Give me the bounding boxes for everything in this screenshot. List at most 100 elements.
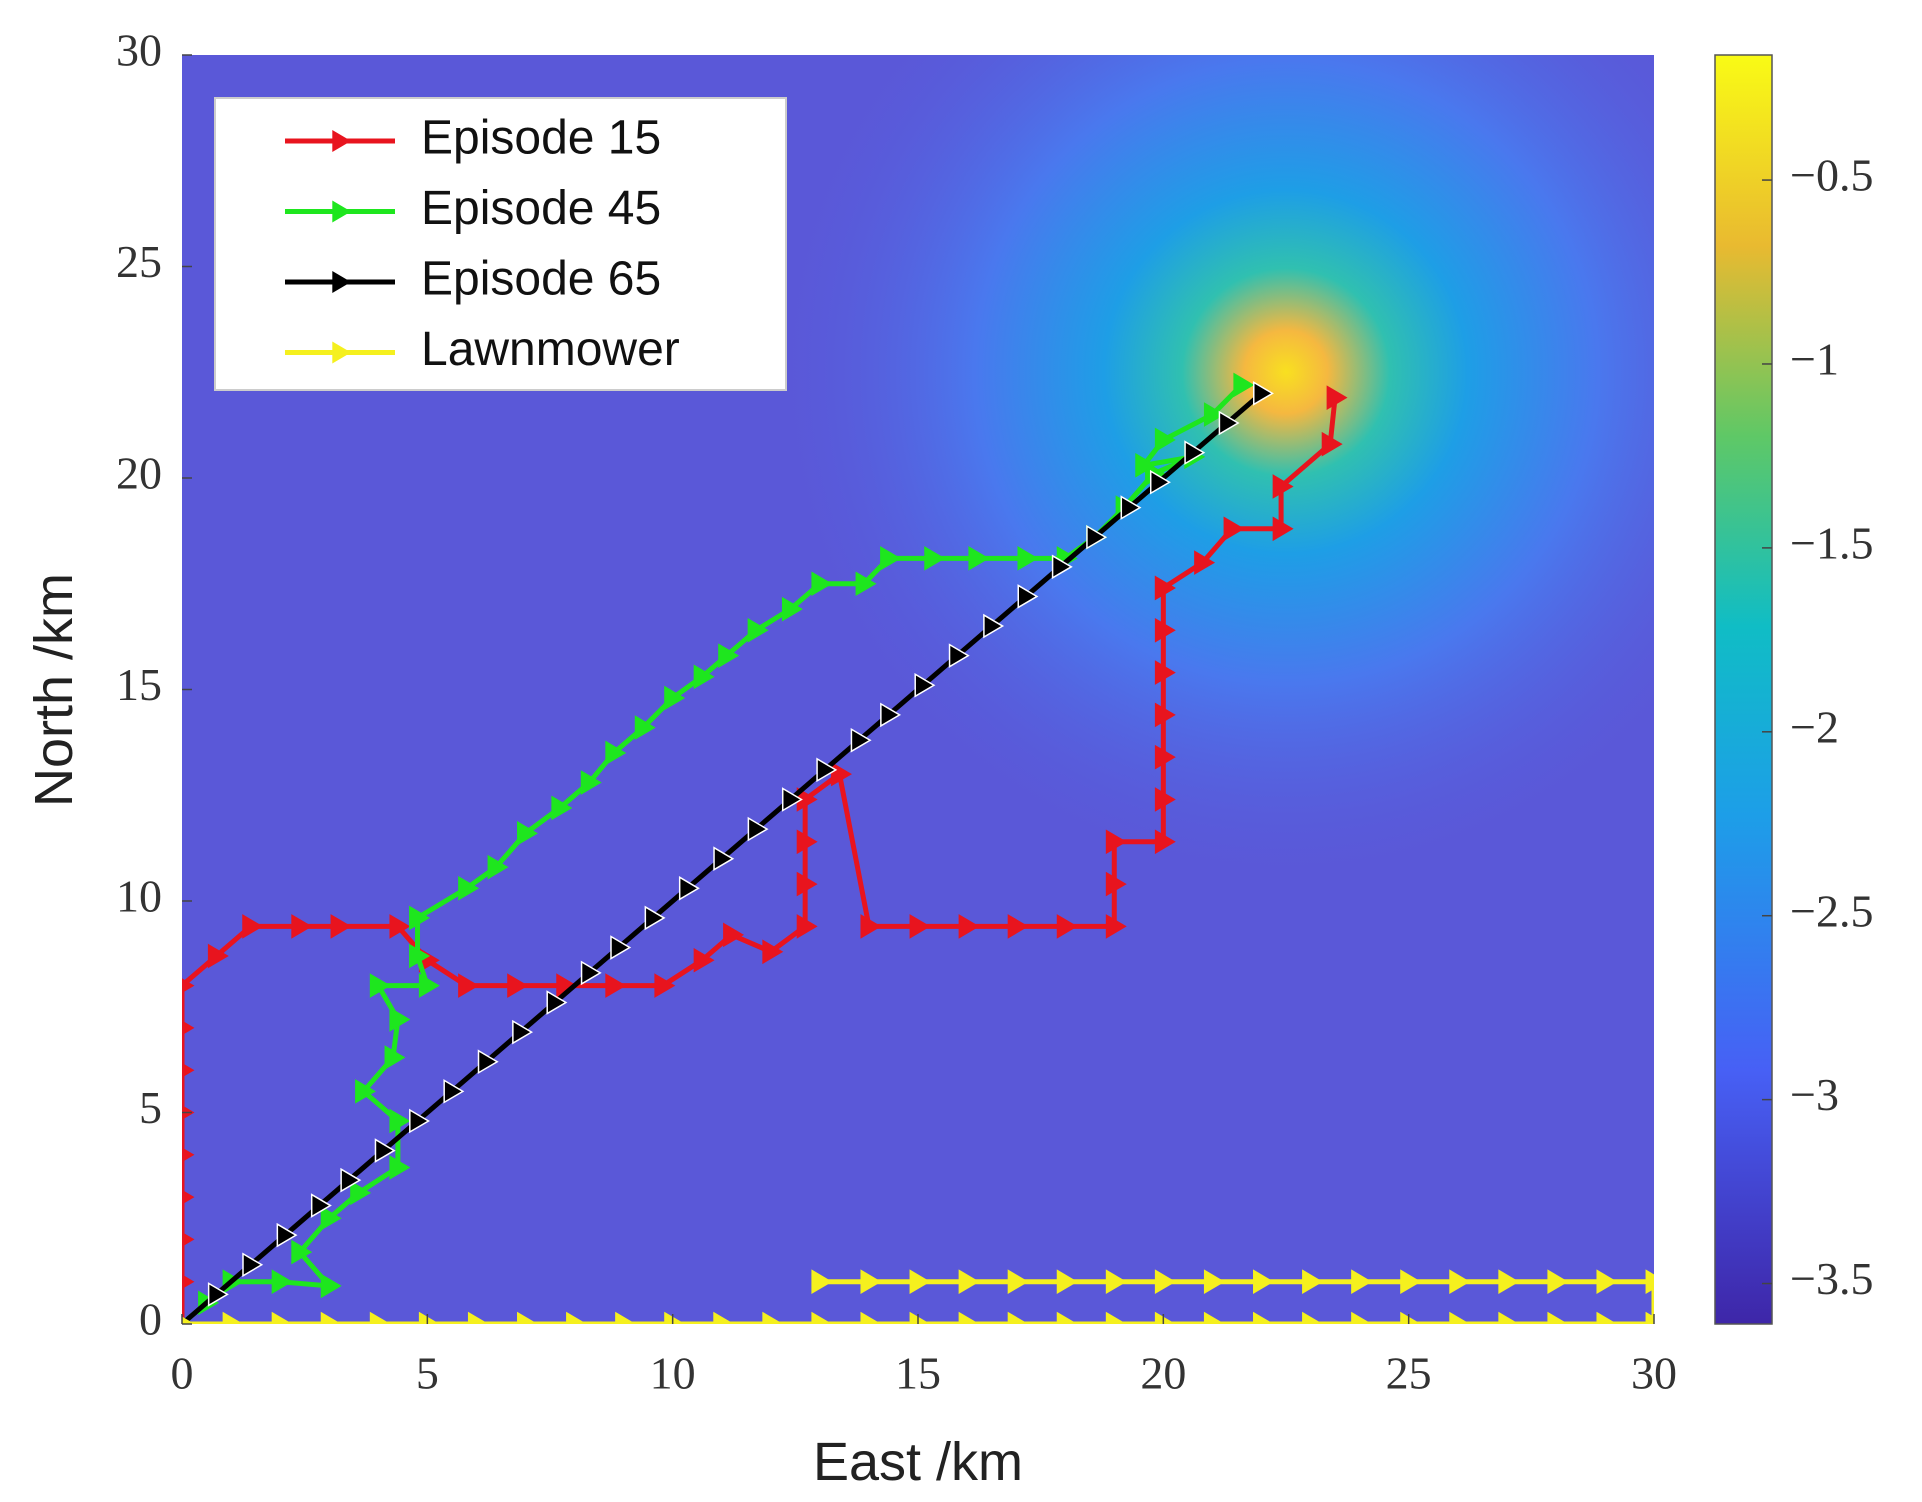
marker <box>713 1311 735 1324</box>
marker <box>320 1205 342 1231</box>
marker <box>330 914 352 939</box>
x-tick-label: 30 <box>1631 1348 1677 1399</box>
marker <box>384 1045 406 1070</box>
marker <box>1498 1311 1520 1324</box>
marker <box>1645 1311 1654 1324</box>
marker <box>1105 871 1127 897</box>
marker <box>1351 1269 1373 1295</box>
marker <box>182 978 195 993</box>
marker <box>1056 914 1078 939</box>
marker <box>1596 1269 1618 1295</box>
marker <box>1400 1269 1422 1295</box>
colorbar-tick-label: −1 <box>1790 334 1839 385</box>
marker <box>409 1108 430 1134</box>
marker <box>409 943 430 969</box>
marker <box>1017 584 1039 609</box>
y-tick-label: 20 <box>116 448 162 499</box>
marker <box>968 546 990 571</box>
marker <box>855 571 877 597</box>
colorbar-tick-label: −0.5 <box>1790 150 1873 201</box>
marker <box>718 643 740 668</box>
marker <box>811 1311 833 1324</box>
marker <box>242 914 264 939</box>
x-tick-label: 0 <box>171 1348 194 1399</box>
marker <box>1007 914 1029 939</box>
marker <box>1302 1311 1324 1324</box>
marker <box>1154 702 1176 728</box>
legend-label: Lawnmower <box>421 323 680 376</box>
marker <box>1233 372 1255 398</box>
marker <box>551 795 573 821</box>
marker <box>477 1049 499 1075</box>
marker <box>389 914 411 939</box>
marker <box>1351 1311 1373 1324</box>
marker <box>1547 1269 1569 1295</box>
marker <box>291 1239 313 1265</box>
marker <box>580 770 602 795</box>
marker <box>605 973 627 998</box>
marker <box>389 1007 411 1032</box>
marker <box>781 596 803 622</box>
marker <box>1253 1311 1274 1324</box>
marker <box>207 943 229 969</box>
marker <box>796 829 818 855</box>
marker <box>1154 617 1176 643</box>
marker <box>369 1311 391 1324</box>
marker <box>811 1269 833 1295</box>
marker <box>182 1147 195 1163</box>
x-tick-label: 20 <box>1140 1348 1186 1399</box>
y-tick-label: 15 <box>116 659 162 710</box>
legend-marker <box>332 130 351 152</box>
marker <box>1154 1269 1176 1295</box>
legend-marker <box>332 341 351 364</box>
marker <box>654 973 676 998</box>
marker <box>678 875 700 901</box>
marker <box>310 1193 332 1218</box>
marker <box>1120 495 1142 520</box>
marker <box>350 1180 372 1206</box>
marker <box>355 1079 377 1104</box>
marker <box>909 1311 931 1324</box>
marker <box>1086 524 1108 550</box>
marker <box>909 1269 931 1295</box>
marker <box>644 905 666 931</box>
legend-marker <box>332 271 351 293</box>
marker <box>182 1020 195 1036</box>
y-tick-label: 30 <box>116 25 162 76</box>
colorbar-tick-label: −3 <box>1790 1069 1839 1120</box>
legend-label: Episode 15 <box>421 112 661 165</box>
marker <box>320 1273 342 1299</box>
marker <box>467 1311 489 1324</box>
marker <box>1017 546 1039 571</box>
marker <box>693 664 715 690</box>
marker <box>1645 1269 1654 1295</box>
marker <box>1321 431 1343 457</box>
marker <box>369 973 391 998</box>
marker <box>811 571 833 597</box>
marker <box>222 1311 244 1324</box>
marker <box>1154 427 1176 453</box>
legend-marker <box>332 200 351 223</box>
marker <box>1154 829 1176 855</box>
marker <box>1400 1311 1422 1324</box>
marker <box>762 1311 784 1324</box>
marker <box>1105 1269 1127 1295</box>
marker <box>1326 385 1348 410</box>
marker <box>389 1155 411 1180</box>
y-tick-label: 25 <box>116 236 162 287</box>
x-tick-label: 5 <box>416 1348 439 1399</box>
y-axis-label: North /km <box>24 573 84 807</box>
marker <box>948 643 970 668</box>
marker <box>1105 829 1127 855</box>
marker <box>1154 787 1176 812</box>
marker <box>1596 1311 1618 1324</box>
plot-area <box>182 372 1654 1324</box>
marker <box>1154 1311 1176 1324</box>
marker <box>1449 1311 1471 1324</box>
marker <box>1498 1269 1520 1295</box>
marker <box>1154 744 1176 770</box>
marker <box>796 914 818 939</box>
marker <box>1149 469 1171 495</box>
marker <box>1105 914 1127 939</box>
marker <box>517 821 538 846</box>
